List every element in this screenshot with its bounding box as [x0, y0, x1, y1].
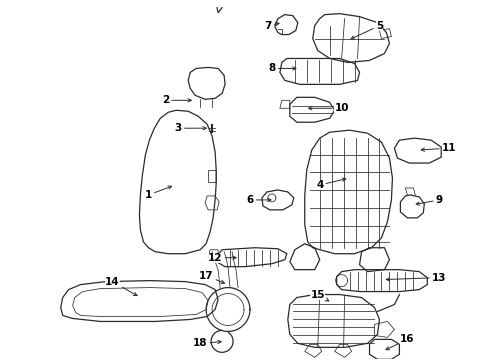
Text: 12: 12 — [207, 253, 236, 263]
Text: 13: 13 — [386, 273, 446, 283]
Text: 15: 15 — [310, 289, 328, 301]
Text: 11: 11 — [420, 143, 455, 153]
Text: 6: 6 — [246, 195, 270, 205]
Text: 5: 5 — [350, 21, 382, 39]
Text: 16: 16 — [385, 334, 414, 350]
Text: 1: 1 — [144, 186, 171, 200]
Text: 2: 2 — [162, 95, 191, 105]
Text: 18: 18 — [193, 338, 221, 348]
Text: 17: 17 — [199, 271, 224, 283]
Text: 3: 3 — [174, 123, 206, 133]
Text: 7: 7 — [264, 21, 279, 31]
Text: 9: 9 — [415, 195, 442, 205]
Text: 14: 14 — [105, 276, 137, 296]
Text: 8: 8 — [268, 63, 295, 73]
Text: 4: 4 — [315, 178, 345, 190]
Text: 10: 10 — [308, 103, 348, 113]
